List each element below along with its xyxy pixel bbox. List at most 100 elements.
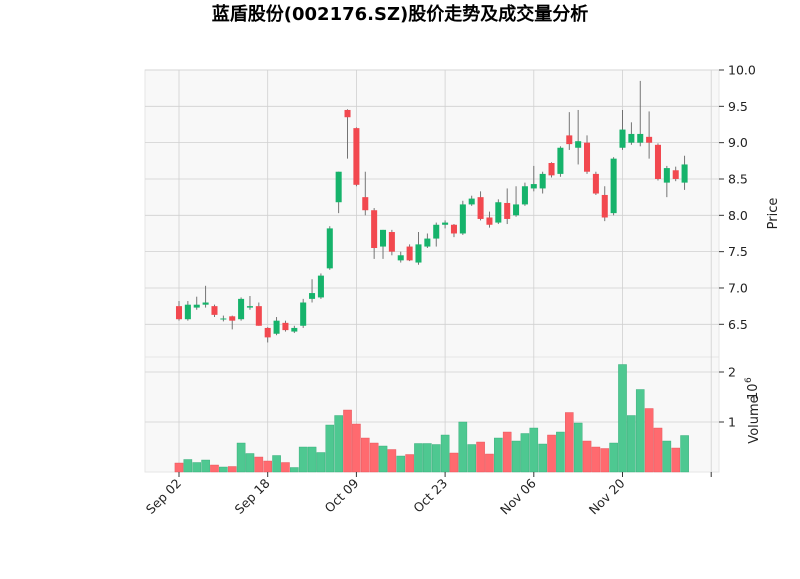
price-tick-label: 7.5 — [728, 244, 748, 259]
volume-bar — [431, 444, 441, 473]
candle-body — [548, 163, 555, 176]
volume-bar — [210, 464, 219, 473]
candle-body — [415, 244, 422, 263]
candle-body — [229, 316, 236, 321]
volume-bar — [183, 459, 193, 473]
candle-body — [575, 141, 582, 148]
volume-bar — [556, 431, 565, 473]
volume-bar — [387, 449, 397, 473]
candle-body — [246, 306, 253, 308]
candle-body — [300, 302, 307, 326]
candle-body — [255, 306, 262, 326]
x-tick-label: Oct 23 — [410, 476, 450, 516]
candle-body — [566, 135, 573, 145]
volume-bar — [485, 453, 494, 473]
volume-bar — [502, 431, 512, 473]
price-panel — [144, 69, 720, 358]
volume-bar — [343, 409, 352, 473]
volume-bar — [635, 389, 645, 473]
price-tick-label: 8.5 — [728, 171, 748, 186]
volume-bar — [662, 440, 672, 473]
volume-tick-label: 1 — [728, 415, 736, 430]
volume-bar — [378, 445, 388, 473]
volume-bar — [547, 434, 556, 473]
volume-tick-label: 2 — [728, 365, 736, 380]
candle-body — [628, 133, 635, 143]
volume-bar — [582, 440, 592, 473]
candle-body — [397, 255, 404, 261]
volume-bar — [236, 442, 246, 473]
candle-body — [379, 229, 387, 247]
candle-body — [309, 293, 316, 299]
volume-bar — [174, 462, 184, 473]
price-axis-label: Price — [766, 198, 781, 230]
volume-bar — [352, 423, 361, 473]
volume-bar — [494, 437, 503, 473]
candle-body — [353, 128, 360, 185]
price-tick-label: 9.0 — [728, 135, 748, 150]
candle-body — [530, 184, 537, 189]
volume-bar — [298, 446, 308, 473]
volume-bar — [201, 459, 210, 473]
volume-bar — [245, 453, 255, 473]
candle-body — [495, 202, 502, 223]
price-tick-label: 8.0 — [728, 208, 748, 223]
volume-bar — [254, 456, 264, 473]
volume-exponent-label: 10 — [746, 383, 761, 400]
candle-body — [513, 204, 520, 216]
volume-bar — [627, 415, 636, 473]
candle-body — [388, 232, 395, 252]
candle-body — [504, 202, 511, 219]
volume-bar — [325, 424, 335, 473]
candle-body — [468, 198, 475, 205]
x-tick-label: Nov 06 — [497, 475, 539, 517]
candle-body — [202, 302, 209, 305]
volume-bar — [591, 446, 601, 473]
candle-body — [335, 171, 342, 203]
candle-body — [317, 275, 324, 298]
candle-body — [193, 304, 200, 308]
volume-bar — [538, 443, 547, 473]
x-tick-label: Nov 20 — [586, 475, 628, 517]
candle-body — [654, 144, 661, 179]
volume-bar — [405, 454, 414, 473]
volume-bar — [423, 443, 432, 473]
candle-body — [442, 222, 449, 225]
candle-body — [264, 327, 271, 338]
volume-bar — [600, 448, 610, 473]
volume-bar — [564, 412, 574, 473]
candle-body — [273, 320, 280, 334]
volume-bar — [449, 452, 459, 473]
volume-bar — [680, 435, 689, 473]
candle-body — [601, 194, 608, 218]
volume-bar — [316, 452, 326, 473]
x-tick-label: Oct 09 — [322, 475, 362, 515]
candle-body — [619, 129, 626, 148]
candle-body — [175, 306, 183, 320]
candle-body — [486, 217, 493, 225]
candle-body — [220, 318, 227, 320]
price-tick-label: 7.0 — [728, 280, 748, 295]
volume-bar — [520, 433, 530, 473]
candle-body — [291, 327, 298, 332]
volume-bar — [671, 447, 681, 473]
volume-bar — [263, 460, 272, 473]
candle-body — [521, 186, 528, 205]
candle-body — [238, 298, 245, 320]
volume-exponent-sup: 6 — [744, 377, 754, 383]
volume-bar — [192, 462, 202, 473]
volume-bar — [396, 455, 406, 473]
volume-bar — [467, 444, 476, 473]
volume-bar — [653, 427, 663, 473]
candle-body — [282, 322, 289, 331]
price-tick-label: 6.5 — [728, 317, 748, 332]
candle-body — [433, 224, 440, 239]
candle-body — [592, 173, 599, 194]
candle-body — [672, 170, 679, 179]
candle-body — [557, 147, 564, 174]
candle-body — [184, 304, 191, 320]
volume-bar — [573, 422, 583, 473]
volume-bar — [227, 466, 237, 473]
